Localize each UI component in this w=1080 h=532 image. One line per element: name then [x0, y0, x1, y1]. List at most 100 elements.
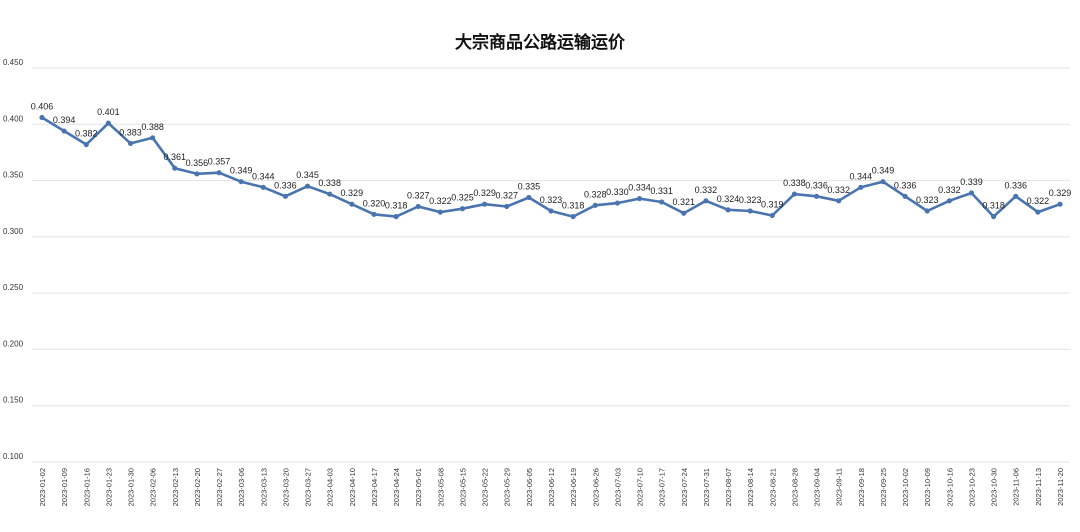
x-tick-label: 2023-07-31 — [702, 468, 711, 506]
data-label: 0.339 — [960, 177, 983, 187]
x-tick-label: 2023-10-16 — [945, 468, 954, 506]
data-label: 0.318 — [562, 201, 585, 211]
x-tick-label: 2023-04-10 — [348, 468, 357, 506]
data-point — [681, 210, 687, 216]
x-tick-label: 2023-01-09 — [60, 468, 69, 506]
data-label: 0.332 — [827, 185, 850, 195]
x-tick-label: 2023-03-06 — [237, 468, 246, 506]
data-label: 0.361 — [164, 152, 187, 162]
y-axis-ticks: 0.100 0.150 0.200 0.250 0.300 0.350 0.400 0.450 — [3, 58, 24, 461]
data-point — [437, 209, 443, 215]
data-label: 0.324 — [717, 194, 740, 204]
x-tick-label: 2023-10-23 — [967, 468, 976, 506]
x-tick-label: 2023-03-20 — [281, 468, 290, 506]
data-point — [548, 208, 554, 214]
data-label: 0.336 — [274, 180, 297, 190]
data-point — [304, 183, 311, 189]
data-label: 0.323 — [916, 195, 939, 205]
data-point — [459, 206, 466, 212]
data-label: 0.344 — [850, 171, 873, 181]
data-label: 0.338 — [783, 178, 806, 188]
x-tick-label: 2023-07-03 — [613, 468, 622, 506]
data-point — [858, 184, 864, 190]
data-label: 0.323 — [739, 195, 762, 205]
data-point — [482, 201, 488, 207]
y-tick-label: 0.250 — [3, 283, 24, 292]
data-point — [504, 203, 510, 210]
x-tick-label: 2023-06-12 — [547, 468, 556, 506]
data-point — [725, 207, 731, 213]
x-tick-label: 2023-11-20 — [1056, 468, 1065, 506]
data-point — [570, 213, 576, 220]
data-point — [238, 179, 244, 185]
data-label: 0.336 — [894, 180, 917, 190]
data-label: 0.318 — [385, 201, 408, 211]
x-tick-label: 2023-10-30 — [990, 468, 999, 506]
data-label: 0.382 — [75, 129, 98, 139]
x-tick-label: 2023-01-02 — [38, 468, 47, 506]
x-tick-label: 2023-09-11 — [835, 468, 844, 506]
data-point — [636, 195, 643, 202]
data-label: 0.332 — [695, 185, 718, 195]
data-label: 0.330 — [606, 187, 629, 197]
data-point — [659, 199, 665, 205]
gridlines — [32, 67, 1070, 463]
data-label: 0.327 — [495, 190, 518, 200]
data-point — [393, 213, 399, 220]
x-tick-label: 2023-09-25 — [879, 468, 888, 506]
y-tick-label: 0.450 — [3, 58, 24, 67]
data-label: 0.388 — [141, 122, 164, 132]
x-tick-label: 2023-09-18 — [857, 468, 866, 506]
x-tick-label: 2023-07-17 — [658, 468, 667, 506]
x-tick-label: 2023-02-27 — [215, 468, 224, 506]
x-tick-label: 2023-05-29 — [503, 468, 512, 506]
y-tick-label: 0.300 — [3, 227, 24, 236]
data-point — [592, 202, 598, 208]
x-tick-label: 2023-01-16 — [82, 468, 91, 506]
data-point — [791, 191, 798, 197]
x-tick-label: 2023-08-14 — [746, 468, 755, 506]
data-label: 0.327 — [407, 190, 430, 200]
data-label: 0.394 — [53, 115, 76, 125]
x-tick-label: 2023-11-06 — [1012, 468, 1021, 506]
x-tick-label: 2023-01-30 — [127, 468, 136, 506]
chart-title: 大宗商品公路运输运价 — [455, 32, 626, 53]
y-tick-label: 0.150 — [3, 396, 24, 405]
x-tick-label: 2023-06-19 — [569, 468, 578, 506]
data-label: 0.331 — [650, 186, 673, 196]
x-tick-label: 2023-05-01 — [414, 468, 423, 506]
data-label: 0.323 — [540, 195, 563, 205]
data-label: 0.334 — [628, 183, 651, 193]
data-label: 0.318 — [982, 201, 1005, 211]
x-tick-label: 2023-02-20 — [193, 468, 202, 506]
data-point — [836, 198, 842, 204]
x-tick-label: 2023-01-23 — [104, 468, 113, 506]
data-label: 0.336 — [805, 180, 828, 190]
data-label: 0.357 — [208, 157, 231, 167]
data-point — [703, 198, 709, 204]
data-point — [39, 114, 45, 121]
x-tick-label: 2023-07-24 — [680, 468, 689, 506]
data-label: 0.336 — [1004, 180, 1027, 190]
x-tick-label: 2023-06-26 — [591, 468, 600, 506]
data-label: 0.344 — [252, 171, 275, 181]
data-label: 0.329 — [1049, 188, 1072, 198]
data-point — [813, 193, 820, 199]
data-point — [526, 194, 532, 201]
data-point — [61, 128, 67, 134]
data-point — [216, 170, 222, 176]
x-tick-label: 2023-05-22 — [481, 468, 490, 506]
data-point — [150, 135, 156, 141]
data-points — [39, 114, 1063, 220]
x-tick-label: 2023-05-08 — [436, 468, 445, 506]
x-tick-label: 2023-08-28 — [790, 468, 799, 506]
x-tick-label: 2023-07-10 — [636, 468, 645, 506]
data-label: 0.401 — [97, 107, 120, 117]
data-label: 0.319 — [761, 199, 784, 209]
data-point — [747, 208, 753, 214]
x-axis-ticks: 2023-01-02 2023-01-09 2023-01-16 2023-01-23… — [38, 468, 1065, 506]
data-point — [105, 120, 111, 126]
data-label: 0.335 — [518, 181, 541, 191]
